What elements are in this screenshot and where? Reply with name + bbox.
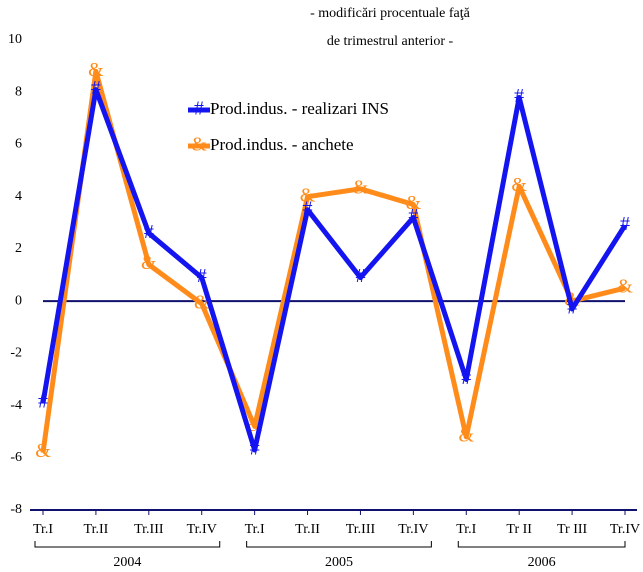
year-bracket — [246, 541, 432, 548]
x-tick-label: Tr.III — [134, 522, 164, 537]
y-tick-label: -8 — [10, 502, 22, 517]
y-tick-label: 8 — [15, 84, 22, 99]
series-line — [40, 87, 628, 453]
x-tick-label: Tr.IV — [187, 522, 217, 537]
marker: & — [353, 176, 369, 198]
y-tick-label: -4 — [10, 398, 22, 413]
y-tick-label: 2 — [15, 241, 22, 256]
year-bracket — [34, 541, 221, 548]
year-label: 2006 — [528, 555, 556, 570]
marker: # — [38, 391, 48, 413]
x-tick-label: Tr.IV — [610, 522, 640, 537]
marker: # — [567, 297, 577, 319]
y-tick-label: 10 — [8, 32, 22, 47]
marker: # — [620, 213, 630, 235]
marker: & — [406, 192, 422, 214]
marker: # — [408, 205, 418, 227]
marker: & — [617, 276, 633, 298]
marker: # — [461, 367, 471, 389]
x-tick-label: Tr.I — [456, 522, 476, 537]
year-bracket — [457, 541, 626, 548]
x-tick-label: Tr.III — [346, 522, 376, 537]
marker: & — [458, 424, 474, 446]
year-label: 2005 — [325, 555, 353, 570]
y-tick-label: 6 — [15, 137, 22, 152]
marker: # — [197, 265, 207, 287]
y-tick-label: -6 — [10, 450, 22, 465]
marker: & — [511, 174, 527, 196]
y-tick-label: 0 — [15, 293, 22, 308]
marker: # — [250, 438, 260, 460]
marker: & — [88, 59, 104, 81]
x-tick-label: Tr II — [506, 522, 532, 537]
marker: # — [303, 197, 313, 219]
marker: # — [144, 221, 154, 243]
legend-marker: # — [194, 98, 204, 120]
x-tick-label: Tr.I — [33, 522, 53, 537]
marker: # — [355, 265, 365, 287]
y-tick-label: -2 — [10, 346, 22, 361]
y-tick-label: 4 — [15, 189, 22, 204]
legend-label: Prod.indus. - anchete — [210, 135, 354, 154]
chart-title: - modificări procentuale faţă — [310, 6, 471, 21]
year-label: 2004 — [113, 555, 141, 570]
x-tick-label: Tr III — [557, 522, 588, 537]
x-tick-label: Tr.II — [295, 522, 320, 537]
x-tick-label: Tr.IV — [398, 522, 428, 537]
marker: # — [514, 85, 524, 107]
series-line — [40, 68, 626, 453]
x-tick-label: Tr.I — [245, 522, 265, 537]
marker: & — [141, 252, 157, 274]
marker: & — [35, 440, 51, 462]
marker: & — [300, 184, 316, 206]
marker: # — [91, 77, 101, 99]
legend-marker: & — [191, 134, 207, 156]
chart-title: de trimestrul anterior - — [327, 34, 454, 49]
x-tick-label: Tr.II — [84, 522, 109, 537]
legend-label: Prod.indus. - realizari INS — [210, 99, 389, 118]
